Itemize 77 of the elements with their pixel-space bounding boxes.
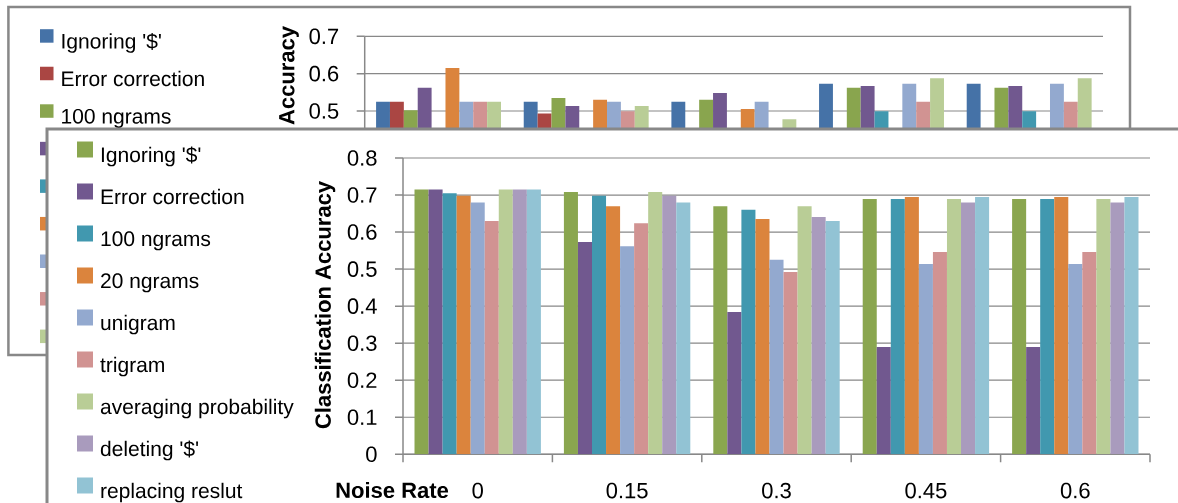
bar [1054, 196, 1069, 455]
y-axis-title: Classification Accuracy [314, 181, 336, 429]
legend-label: 20 ngrams [101, 273, 199, 293]
bar [442, 193, 457, 455]
bar [1026, 346, 1041, 455]
bar [512, 189, 527, 455]
legend-label: unigram [101, 314, 175, 335]
bar [414, 189, 429, 455]
bar [1124, 196, 1139, 455]
y-tick-label: 0.3 [347, 335, 377, 351]
bar [526, 189, 541, 455]
x-axis-title: Noise Rate [336, 481, 449, 499]
y-tick-label: 0.7 [347, 187, 377, 203]
bar [932, 252, 947, 455]
y-tick-label: 0.7 [309, 28, 339, 45]
bar [620, 246, 635, 455]
y-tick-label: 0 [366, 446, 377, 463]
y-tick-label: 0.6 [309, 65, 339, 82]
bar [975, 196, 990, 455]
bar [634, 223, 649, 455]
bar [904, 196, 919, 455]
bar [676, 202, 691, 455]
x-tick-label: 0.45 [905, 482, 947, 499]
bar [741, 209, 756, 455]
y-tick-label: 0.6 [347, 224, 377, 240]
legend-label: Ignoring '$' [101, 146, 201, 167]
bar [428, 189, 443, 455]
bar [890, 199, 905, 455]
y-tick-label: 0.1 [347, 409, 377, 426]
bar [563, 192, 578, 455]
bar [456, 195, 471, 455]
bar [662, 195, 677, 455]
y-tick-label: 0.2 [347, 372, 377, 388]
bar [876, 346, 891, 455]
bar [470, 202, 485, 455]
bar [946, 199, 962, 455]
bar [1096, 199, 1111, 455]
bar [783, 272, 798, 455]
legend-label: trigram [100, 356, 164, 377]
bar [1110, 202, 1125, 455]
bar [961, 202, 976, 455]
legend-label: replacing reslut [101, 482, 243, 503]
bar [1012, 199, 1027, 455]
legend-label: 100 ngrams [62, 108, 171, 128]
bar [577, 242, 592, 455]
y-tick-label: 0.5 [347, 261, 377, 277]
y-tick-label: 0.4 [347, 298, 377, 314]
bar [769, 259, 784, 455]
bar [484, 220, 499, 455]
bar [811, 216, 826, 455]
x-tick-label: 0 [472, 482, 483, 499]
legend-label: Ignoring '$' [62, 32, 161, 53]
legend-label: Error correction [101, 188, 244, 205]
x-tick-label: 0.6 [1060, 482, 1090, 499]
bar [918, 263, 933, 455]
bar [592, 195, 607, 455]
bar [648, 192, 663, 455]
legend-label: deleting '$' [100, 440, 199, 461]
legend-label: averaging probability [100, 398, 294, 419]
bar [1082, 252, 1097, 455]
bar [498, 189, 513, 455]
bar [1040, 199, 1055, 455]
bar [755, 219, 770, 455]
legend-label: Error correction [62, 70, 204, 87]
bar [727, 312, 742, 455]
bar [797, 206, 812, 455]
bar [713, 206, 728, 455]
legend-label: 100 ngrams [101, 231, 211, 251]
x-tick-label: 0.3 [762, 482, 791, 499]
x-tick-label: 0.15 [606, 482, 648, 499]
bar [1068, 263, 1083, 455]
bar [825, 220, 840, 455]
y-tick-label: 0.5 [309, 103, 339, 119]
y-tick-label: 0.8 [347, 150, 377, 166]
bar [862, 199, 877, 455]
bar [606, 206, 621, 455]
y-axis-title: Accuracy [279, 26, 299, 125]
